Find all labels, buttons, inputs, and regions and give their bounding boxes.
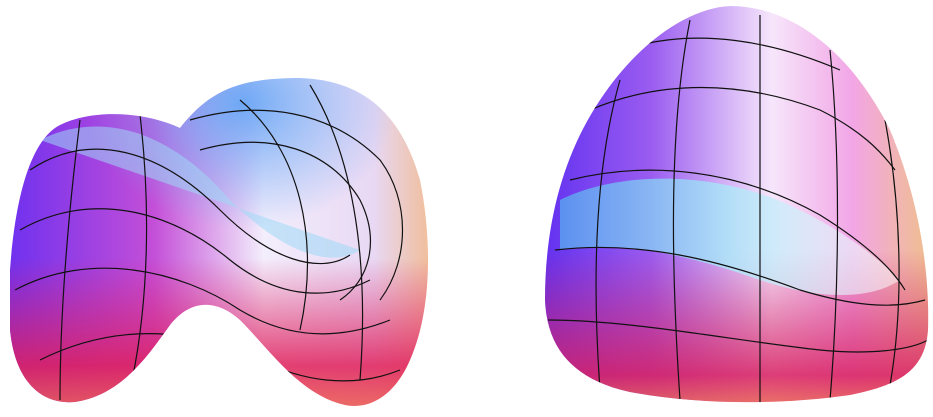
right-surface: [545, 6, 929, 403]
left-surface: [10, 78, 429, 406]
